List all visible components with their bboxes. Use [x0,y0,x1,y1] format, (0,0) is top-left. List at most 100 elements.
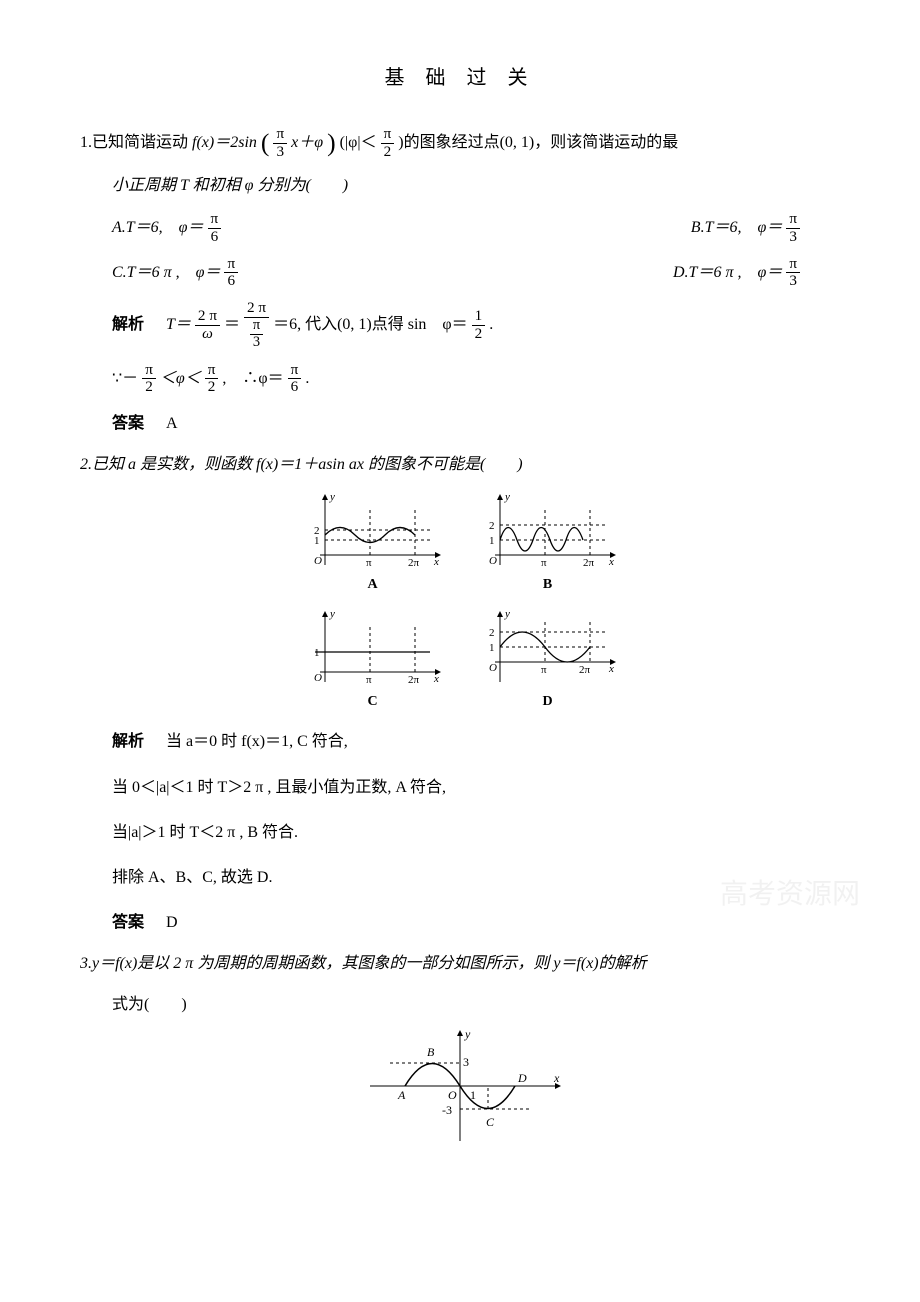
svg-text:1: 1 [489,535,495,547]
svg-text:A: A [397,1088,406,1102]
svg-text:y: y [464,1027,471,1041]
svg-text:1: 1 [470,1088,476,1102]
opt-text: A.T＝6, φ＝ [112,219,204,236]
lparen: ( [261,128,270,157]
ans-label: 答案 [112,415,144,432]
s4: . [305,370,309,387]
sl1: 当 a＝0 时 f(x)＝1, C 符合, [166,733,348,750]
f2: π2 [205,362,219,396]
opt-frac: π6 [208,211,222,245]
svg-text:π: π [366,557,372,569]
frac-bot: 2 [381,144,395,161]
sol-label: 解析 [112,733,144,750]
t3: . [489,316,493,333]
svg-text:y: y [329,608,335,620]
q3-stem-l1: 3.y＝f(x)是以 2 π 为周期的周期函数，其图象的一部分如图所示，则 y＝… [80,950,840,979]
s3: , ∴φ＝ [222,370,283,387]
q3-stem-l2: 式为( ) [112,991,840,1020]
q1-solution-line2: ∵－ π2 ＜φ＜ π2 , ∴φ＝ π6 . [112,361,840,397]
t1: T＝ [166,316,191,333]
svg-text:C: C [486,1115,495,1129]
f2: 2 π π3 [244,300,269,350]
frac-top: π [273,126,287,144]
f1: 2 πω [195,308,220,342]
svg-text:π: π [541,664,547,676]
q1-inside: x＋φ [291,134,323,151]
svg-text:y: y [504,491,510,503]
t2: ＝6, 代入(0, 1)点得 sin φ＝ [273,316,468,333]
svg-text:3: 3 [463,1055,469,1069]
svg-text:1: 1 [314,535,320,547]
ans-label: 答案 [112,914,144,931]
f3: π6 [288,362,302,396]
ans-val: D [166,914,178,931]
graph-label-b: B [475,572,620,597]
svg-text:π: π [541,557,547,569]
q3-graph-svg: y x O A B C D 3 -3 1 [350,1026,570,1146]
svg-text:1: 1 [489,642,495,654]
q2-solution: 解析 当 a＝0 时 f(x)＝1, C 符合, [112,724,840,759]
opt-text: B.T＝6, φ＝ [691,219,783,236]
q3-graph-wrap: y x O A B C D 3 -3 1 [80,1026,840,1146]
opt-text: D.T＝6 π , φ＝ [673,264,782,281]
q1-options-row2: C.T＝6 π , φ＝ π6 D.T＝6 π , φ＝ π3 [112,256,840,290]
opt-frac: π6 [224,256,238,290]
q2-graphs-row2: y x O 1 π 2π C y x O 2 1 π 2π D [80,607,840,714]
svg-text:O: O [448,1088,457,1102]
graph-a-svg: y x O 2 1 π 2π [300,490,445,570]
q1-opt-b: B.T＝6, φ＝ π3 [456,211,840,245]
graph-label-a: A [300,572,445,597]
svg-text:1: 1 [314,647,320,659]
q2-sol-l3: 当|a|＞1 时 T＜2 π , B 符合. [112,815,840,850]
svg-text:O: O [489,555,497,567]
graph-c-svg: y x O 1 π 2π [300,607,445,687]
svg-text:y: y [504,608,510,620]
q1-stem-line2: 小正周期 T 和初相 φ 分别为( ) [112,172,840,201]
svg-text:-3: -3 [442,1103,452,1117]
q1-fx: f(x)＝2sin [192,134,257,151]
q1-cond-b: )的图象经过点(0, 1)，则该简谐运动的最 [398,134,678,151]
q1-opt-d: D.T＝6 π , φ＝ π3 [456,256,840,290]
q2-stem: 2.已知 a 是实数，则函数 f(x)＝1＋asin ax 的图象不可能是( ) [80,451,840,480]
q1-options-row1: A.T＝6, φ＝ π6 B.T＝6, φ＝ π3 [112,211,840,245]
q2-graph-b: y x O 2 1 π 2π B [475,490,620,597]
q2-graphs-row1: y x O 2 1 π 2π A y x O 2 1 π 2π B [80,490,840,597]
opt-frac: π3 [786,211,800,245]
ans-val: A [166,415,178,432]
q2-graph-c: y x O 1 π 2π C [300,607,445,714]
q1-cond-a: (|φ|＜ [340,134,377,151]
svg-text:O: O [489,662,497,674]
sol-label: 解析 [112,316,144,333]
q2-sol-l4: 排除 A、B、C, 故选 D. [112,860,840,895]
svg-text:x: x [433,673,439,685]
s1: ∵－ [112,370,138,387]
svg-text:2: 2 [489,520,495,532]
q2-answer: 答案 D [112,905,840,940]
svg-text:π: π [366,674,372,686]
s2: ＜φ＜ [160,370,201,387]
svg-text:O: O [314,672,322,684]
q2-graph-d: y x O 2 1 π 2π D [475,607,620,714]
rparen: ) [327,128,336,157]
q2-sol-l2: 当 0＜|a|＜1 时 T＞2 π , 且最小值为正数, A 符合, [112,770,840,805]
svg-text:B: B [427,1045,435,1059]
q1-answer: 答案 A [112,406,840,441]
svg-text:y: y [329,491,335,503]
svg-text:D: D [517,1071,527,1085]
q1-cond-frac: π 2 [381,126,395,160]
graph-label-d: D [475,689,620,714]
opt-text: C.T＝6 π , φ＝ [112,264,220,281]
svg-text:2π: 2π [583,557,595,569]
f1: π2 [142,362,156,396]
svg-text:2π: 2π [579,664,591,676]
svg-text:O: O [314,555,322,567]
graph-label-c: C [300,689,445,714]
eq1: ＝ [224,316,240,333]
q1-stem-line1: 1.已知简谐运动 f(x)＝2sin ( π 3 x＋φ ) (|φ|＜ π 2… [80,126,840,160]
frac-top: π [381,126,395,144]
svg-text:x: x [433,556,439,568]
q1-coef-frac: π 3 [273,126,287,160]
svg-text:2: 2 [489,627,495,639]
opt-frac: π3 [786,256,800,290]
svg-text:x: x [553,1071,560,1085]
